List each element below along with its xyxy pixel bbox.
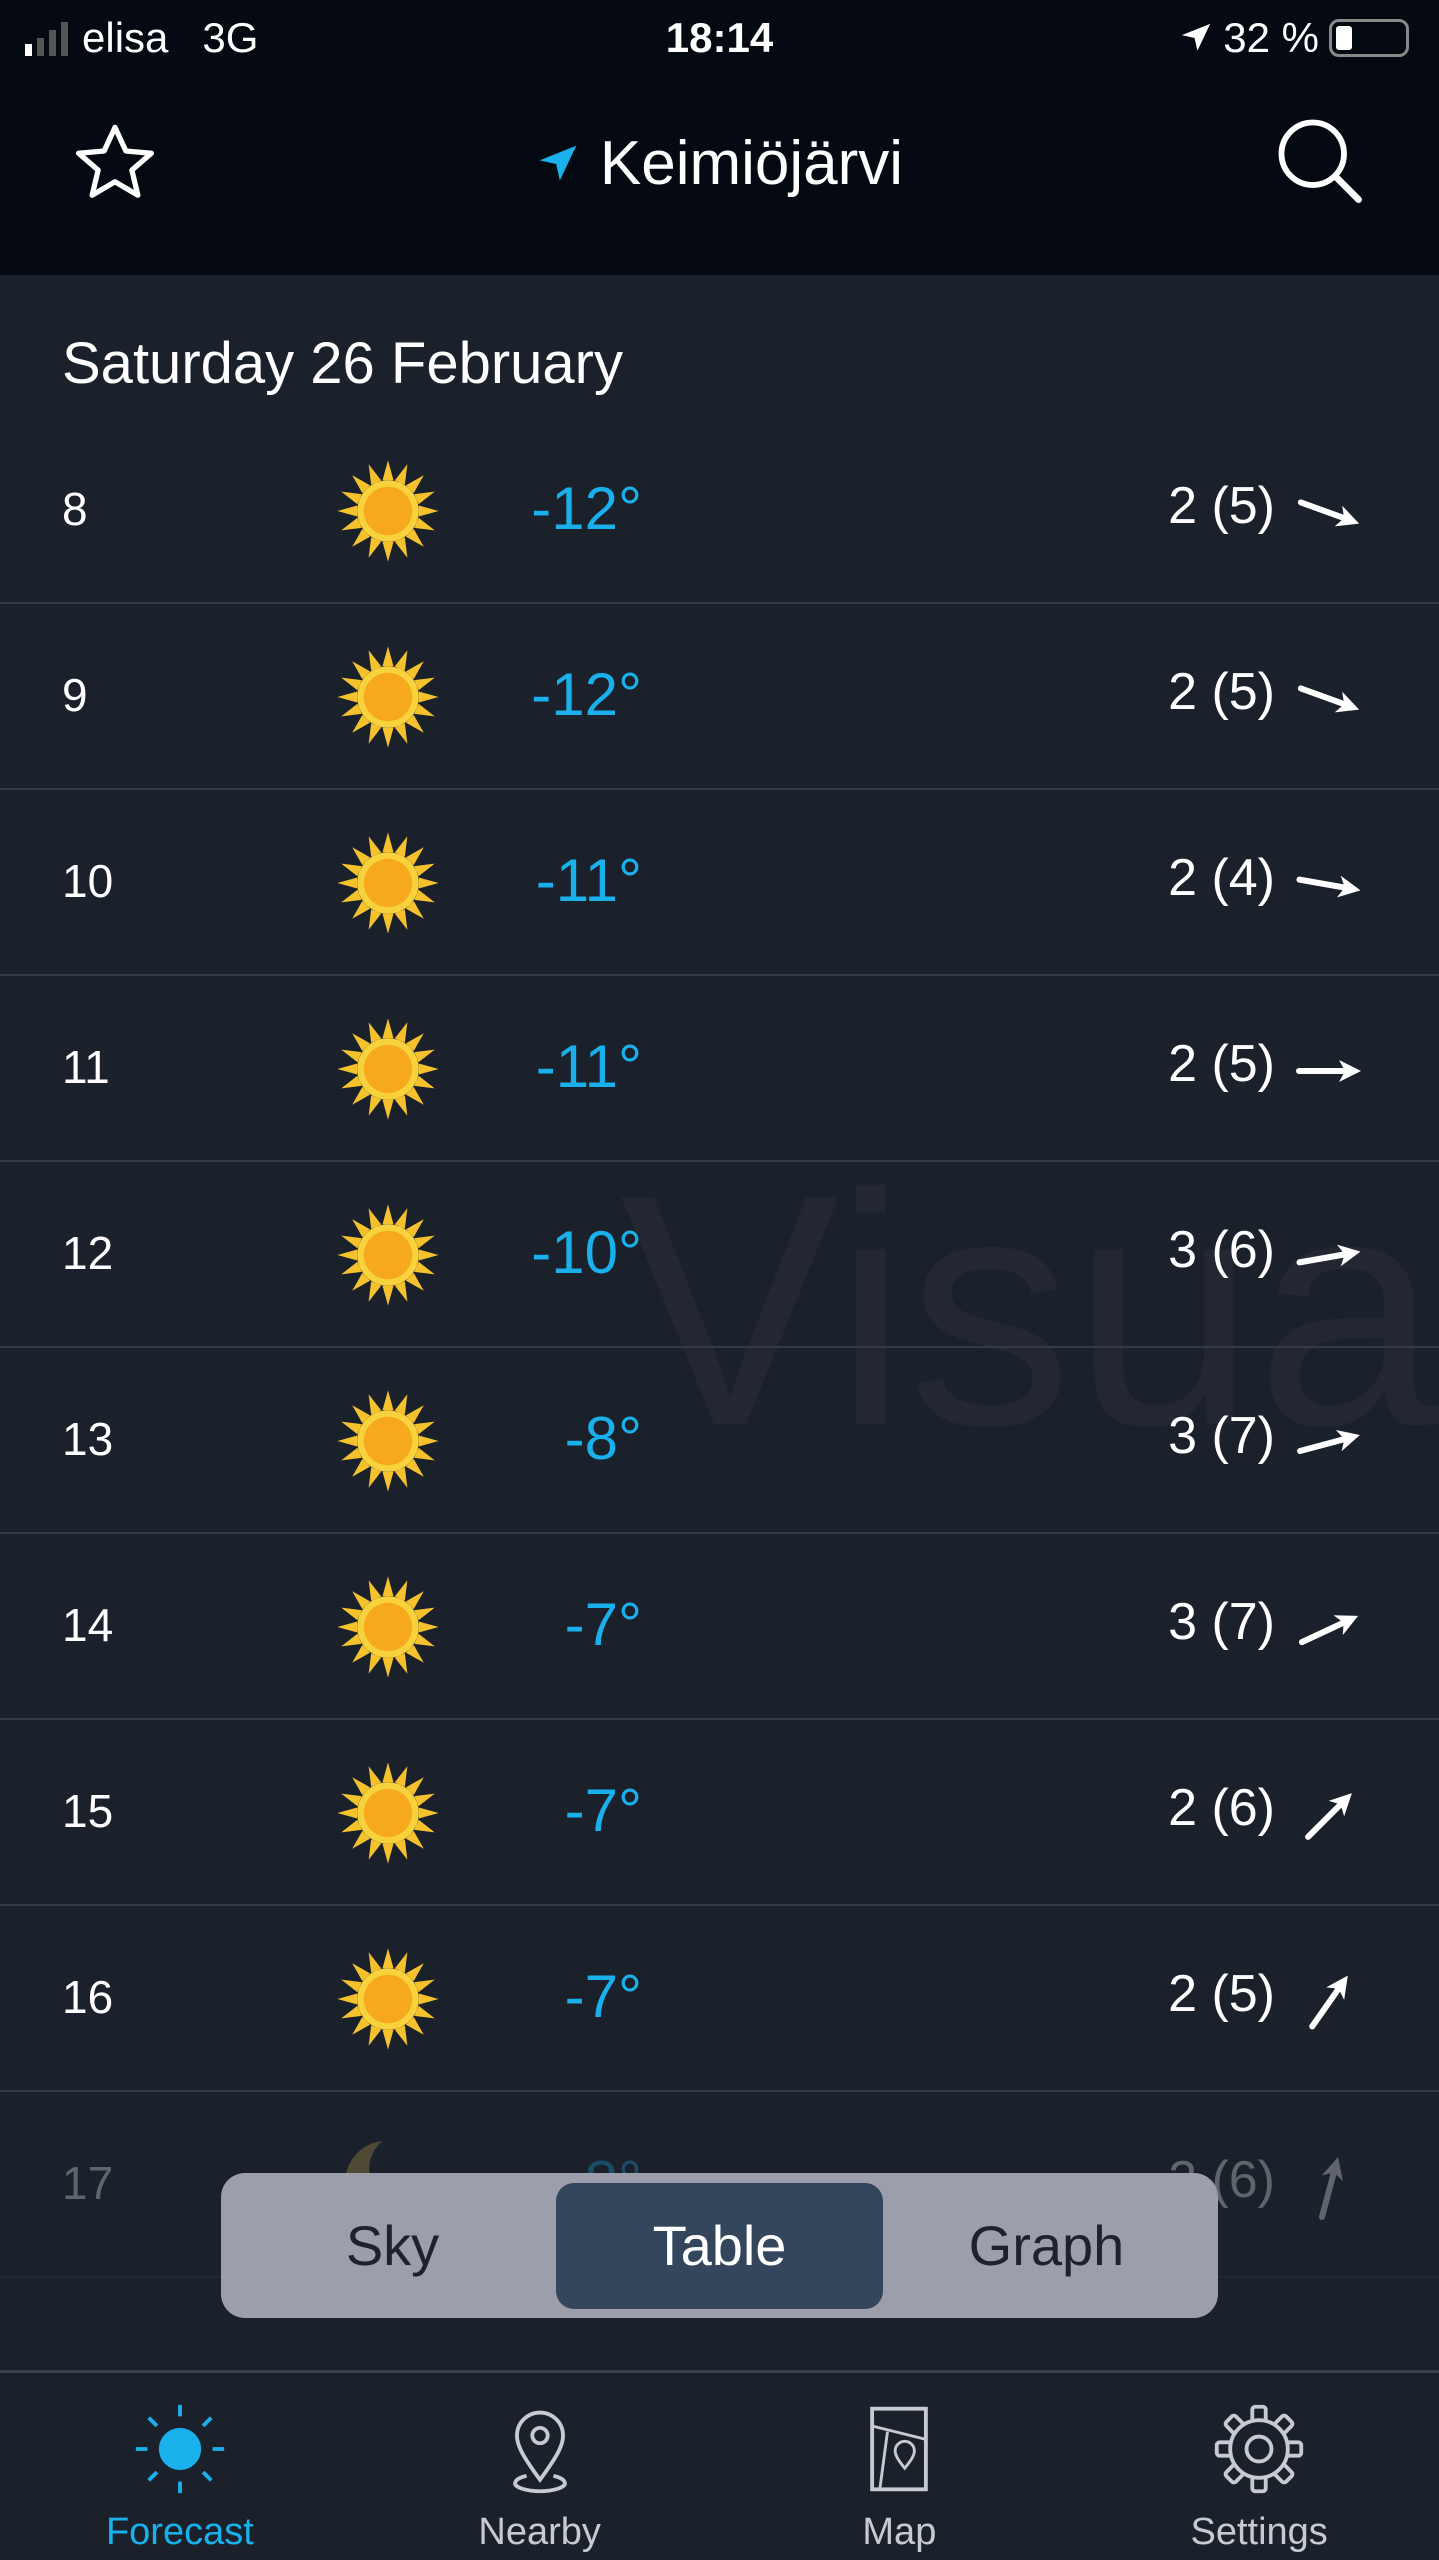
forecast-row[interactable]: 15 -7° 2 (6) xyxy=(0,1720,1439,1906)
forecast-row[interactable]: 12 -10° 3 (6) xyxy=(0,1162,1439,1348)
wind-direction-arrow-icon xyxy=(1309,1975,1348,2030)
tab-nearby[interactable]: Nearby xyxy=(360,2373,720,2560)
sun-icon xyxy=(333,1386,443,1501)
sun-icon xyxy=(333,828,443,943)
gear-icon xyxy=(1214,2404,1304,2494)
sun-icon xyxy=(333,1572,443,1687)
wind-direction-arrow-icon xyxy=(1305,1793,1352,1840)
date-heading: Saturday 26 February xyxy=(62,331,623,396)
location-services-icon xyxy=(1182,23,1211,51)
app-header: Keimiöjärvi xyxy=(0,80,1439,275)
sun-icon xyxy=(333,1200,443,1315)
temperature: -7° xyxy=(564,1591,642,1658)
hour: 12 xyxy=(62,1227,114,1279)
hour: 11 xyxy=(62,1041,110,1093)
search-icon[interactable] xyxy=(1269,110,1369,210)
sun-icon xyxy=(135,2404,225,2494)
forecast-row[interactable]: 11 -11° 2 (5) xyxy=(0,976,1439,1162)
hour: 8 xyxy=(62,483,88,535)
temperature: -12° xyxy=(531,475,642,542)
network-type: 3G xyxy=(202,14,259,61)
wind-direction-arrow-icon xyxy=(1296,1060,1361,1082)
location-title[interactable]: Keimiöjärvi xyxy=(0,128,1439,199)
star-icon[interactable] xyxy=(70,118,160,208)
forecast-row[interactable]: 13 -8° 3 (7) xyxy=(0,1348,1439,1534)
temperature: -12° xyxy=(531,661,642,728)
forecast-row[interactable]: 16 -7° 2 (5) xyxy=(0,1906,1439,2092)
location-pin-icon xyxy=(512,2410,567,2494)
temperature: -7° xyxy=(564,1777,642,1844)
forecast-table[interactable]: 8 -12° 2 (5) 9 -12° 2 (5) 10 -11° 2 (4) … xyxy=(0,418,1439,2464)
tab-settings[interactable]: Settings xyxy=(1079,2373,1439,2560)
forecast-row[interactable]: 8 -12° 2 (5) xyxy=(0,418,1439,604)
wind-speed: 2 (4) xyxy=(1168,849,1275,907)
temperature: -7° xyxy=(564,1963,642,2030)
tab-bar: Forecast Nearby Map Settings xyxy=(0,2370,1439,2560)
tab-map[interactable]: Map xyxy=(720,2373,1080,2560)
wind-direction-arrow-icon xyxy=(1297,685,1360,713)
view-switch: Sky Table Graph xyxy=(221,2173,1218,2318)
wind-speed: 3 (7) xyxy=(1168,1593,1275,1651)
sun-icon xyxy=(333,1758,443,1873)
status-bar: elisa 3G 18:14 32 % xyxy=(0,0,1439,80)
carrier: elisa xyxy=(82,14,169,61)
tab-forecast[interactable]: Forecast xyxy=(0,2373,360,2560)
tab-label: Map xyxy=(862,2511,937,2553)
forecast-row[interactable]: 9 -12° 2 (5) xyxy=(0,604,1439,790)
location-name: Keimiöjärvi xyxy=(599,129,904,198)
hour: 10 xyxy=(62,855,114,907)
hour: 17 xyxy=(62,2157,114,2209)
wind-direction-arrow-icon xyxy=(1297,1430,1360,1455)
hour: 9 xyxy=(62,669,88,721)
hour: 16 xyxy=(62,1971,114,2023)
forecast-row[interactable]: 10 -11° 2 (4) xyxy=(0,790,1439,976)
sun-icon xyxy=(333,456,443,571)
wind-speed: 2 (5) xyxy=(1168,1965,1275,2023)
wind-direction-arrow-icon xyxy=(1296,1244,1361,1267)
sun-icon xyxy=(333,1014,443,1129)
sun-icon xyxy=(333,642,443,757)
map-icon xyxy=(870,2406,929,2492)
sun-icon xyxy=(333,1944,443,2059)
location-arrow-icon xyxy=(539,145,577,180)
view-option-graph[interactable]: Graph xyxy=(968,2213,1125,2277)
tab-label: Nearby xyxy=(478,2511,601,2553)
hour: 15 xyxy=(62,1785,114,1837)
wind-direction-arrow-icon xyxy=(1297,499,1360,527)
view-option-table[interactable]: Table xyxy=(556,2182,883,2309)
forecast-row[interactable]: 14 -7° 3 (7) xyxy=(0,1534,1439,1720)
wind-speed: 3 (6) xyxy=(1168,1221,1275,1279)
wind-direction-arrow-icon xyxy=(1318,2157,1343,2220)
temperature: -8° xyxy=(564,1405,642,1472)
tab-label: Forecast xyxy=(105,2511,254,2553)
temperature: -11° xyxy=(535,847,642,914)
wind-speed: 2 (5) xyxy=(1168,1035,1275,1093)
clock: 18:14 xyxy=(665,14,774,61)
view-option-sky[interactable]: Sky xyxy=(345,2213,440,2277)
wind-speed: 2 (5) xyxy=(1168,477,1275,535)
hour: 13 xyxy=(62,1413,114,1465)
battery-percent: 32 % xyxy=(1223,14,1319,61)
temperature: -10° xyxy=(531,1219,642,1286)
battery-icon xyxy=(1329,19,1409,57)
temperature: -11° xyxy=(535,1033,642,1100)
hour: 14 xyxy=(62,1599,114,1651)
wind-speed: 2 (6) xyxy=(1168,1779,1275,1837)
wind-speed: 3 (7) xyxy=(1168,1407,1275,1465)
wind-direction-arrow-icon xyxy=(1296,875,1361,898)
wind-speed: 2 (5) xyxy=(1168,663,1275,721)
wind-direction-arrow-icon xyxy=(1298,1615,1359,1646)
signal-icon xyxy=(25,20,68,56)
tab-label: Settings xyxy=(1190,2511,1328,2553)
